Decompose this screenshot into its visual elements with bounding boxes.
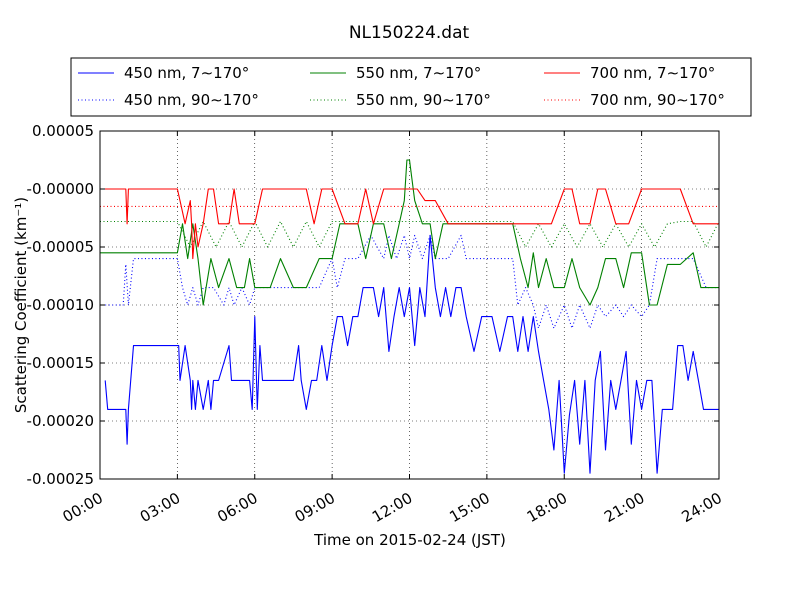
y-tick-label: -0.00000 <box>27 180 94 198</box>
legend-label-4: 700 nm, 7∼170° <box>590 64 715 82</box>
series-line-4 <box>100 188 719 260</box>
y-tick-label: -0.00005 <box>27 238 94 256</box>
y-tick-label: -0.00015 <box>27 354 94 372</box>
y-tick-label: -0.00025 <box>27 470 94 488</box>
chart-title: NL150224.dat <box>349 23 470 43</box>
series-line-0 <box>104 234 719 474</box>
series-line-2 <box>100 159 719 306</box>
legend: 450 nm, 7∼170° 450 nm, 90∼170° 550 nm, 7∼1… <box>70 57 752 117</box>
y-tick-label: 0.00005 <box>32 122 94 140</box>
legend-label-0: 450 nm, 7∼170° <box>124 64 249 82</box>
y-tick-label: -0.00010 <box>27 296 94 314</box>
y-tick-label: -0.00020 <box>27 412 94 430</box>
y-axis-label: Scattering Coefficient (km⁻¹) <box>12 197 30 413</box>
legend-label-2: 550 nm, 7∼170° <box>356 64 481 82</box>
legend-label-3: 550 nm, 90∼170° <box>356 91 491 109</box>
x-axis-label: Time on 2015-02-24 (JST) <box>313 531 506 549</box>
legend-label-5: 700 nm, 90∼170° <box>590 91 725 109</box>
legend-label-1: 450 nm, 90∼170° <box>124 91 259 109</box>
series-layer <box>100 159 720 474</box>
series-line-1 <box>105 234 719 329</box>
